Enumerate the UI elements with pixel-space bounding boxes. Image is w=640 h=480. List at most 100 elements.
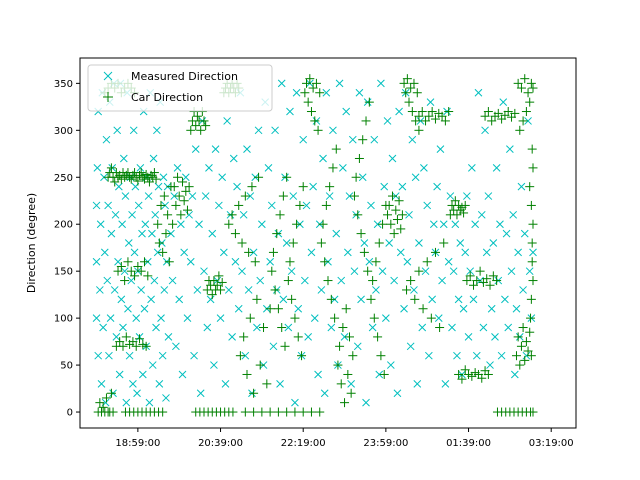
data-point — [450, 196, 460, 206]
data-point — [192, 111, 202, 121]
data-point — [371, 257, 381, 267]
data-point — [158, 407, 168, 417]
data-point — [289, 192, 298, 200]
legend-label-measured-direction: Measured Direction — [131, 70, 238, 83]
data-point — [106, 388, 116, 398]
data-point — [333, 360, 343, 370]
data-point — [183, 314, 192, 322]
data-point — [372, 286, 380, 294]
data-point — [114, 182, 123, 191]
data-point — [160, 286, 169, 294]
data-point — [259, 323, 269, 333]
data-point — [224, 286, 233, 294]
data-point — [283, 276, 293, 286]
data-point — [186, 257, 195, 266]
data-point — [475, 266, 485, 276]
data-point — [158, 351, 167, 360]
data-point — [414, 266, 424, 276]
data-point — [311, 78, 321, 88]
data-point — [115, 370, 124, 379]
data-point — [512, 304, 521, 313]
data-point — [400, 304, 408, 313]
data-point — [229, 154, 238, 163]
data-point — [426, 313, 436, 323]
data-point — [466, 267, 475, 276]
data-point — [265, 407, 275, 417]
data-point — [472, 351, 481, 360]
data-point — [246, 192, 255, 200]
data-point — [375, 370, 384, 379]
data-point — [337, 276, 346, 285]
data-point — [218, 173, 227, 182]
data-point — [115, 337, 125, 347]
data-point — [514, 248, 522, 257]
data-point — [516, 341, 526, 351]
data-point — [243, 145, 251, 153]
data-point — [234, 200, 244, 210]
data-point — [298, 182, 308, 192]
data-point — [159, 191, 169, 201]
data-point — [255, 360, 265, 370]
data-point — [254, 126, 263, 135]
data-point — [247, 182, 257, 192]
data-point — [224, 219, 234, 229]
data-point — [211, 145, 220, 153]
plot-area — [92, 74, 538, 417]
data-point — [328, 163, 338, 173]
data-point — [340, 333, 349, 341]
data-point — [256, 276, 265, 285]
data-point — [205, 164, 213, 172]
data-point — [516, 83, 526, 93]
data-point — [240, 407, 250, 417]
data-point — [336, 379, 346, 389]
y-tick-label: 100 — [54, 314, 73, 325]
data-point — [191, 121, 201, 131]
data-point — [391, 205, 401, 215]
data-point — [95, 398, 105, 408]
data-point — [119, 154, 128, 163]
data-point — [137, 286, 146, 294]
data-point — [106, 163, 116, 173]
data-point — [249, 407, 259, 417]
data-point — [350, 267, 359, 276]
data-point — [182, 205, 192, 215]
data-point — [467, 164, 476, 172]
data-point — [373, 332, 383, 342]
data-point — [249, 388, 259, 398]
data-point — [526, 313, 536, 323]
data-point — [151, 210, 160, 219]
data-point — [239, 332, 249, 342]
data-point — [162, 394, 170, 402]
data-point — [173, 164, 182, 172]
legend-marker-measured-direction — [103, 71, 113, 81]
data-point — [291, 398, 299, 407]
data-point — [154, 182, 163, 191]
data-point — [280, 341, 290, 351]
data-point — [174, 191, 184, 201]
data-point — [121, 192, 130, 200]
data-point — [358, 173, 367, 182]
data-point — [362, 398, 370, 407]
data-point — [355, 88, 364, 97]
data-point — [380, 182, 389, 191]
data-point — [238, 267, 246, 276]
data-point — [468, 280, 478, 290]
data-point — [167, 229, 175, 238]
data-point — [282, 172, 292, 182]
data-point — [348, 351, 358, 361]
data-point — [318, 219, 328, 229]
data-point — [138, 370, 147, 379]
data-point — [126, 174, 136, 184]
data-point — [509, 210, 518, 219]
x-tick-label: 01:39:00 — [446, 438, 491, 449]
data-point — [147, 295, 155, 304]
data-point — [252, 294, 262, 304]
data-point — [130, 248, 139, 257]
data-point — [423, 201, 432, 210]
data-point — [483, 107, 493, 117]
x-tick-label: 20:39:00 — [198, 438, 243, 449]
data-point — [435, 323, 445, 333]
data-point — [383, 210, 393, 220]
data-point — [315, 88, 325, 98]
data-point — [114, 257, 122, 266]
